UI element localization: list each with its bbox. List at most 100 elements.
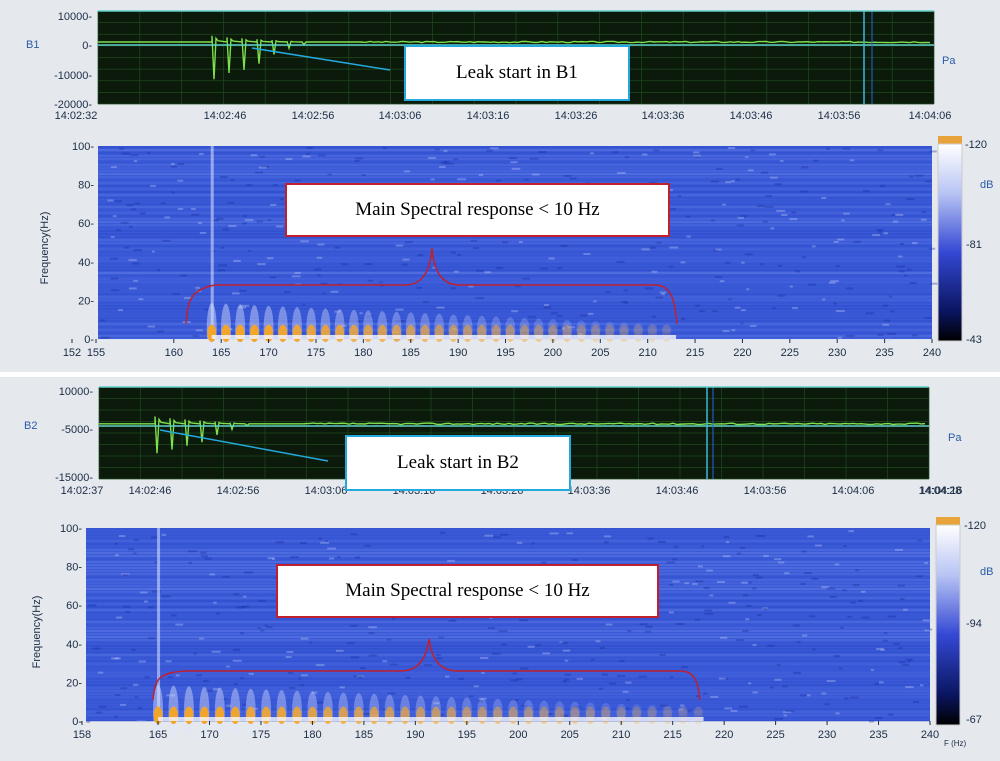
spectral-response-callout: Main Spectral response < 10 Hz [276,564,659,618]
x-unit-label: F (Hz) [944,739,967,748]
x-tick-label: 210 [639,347,657,359]
x-tick-label: 14:02:32 [55,110,98,122]
response-mark [292,706,302,725]
response-mark [519,324,529,343]
response-mark [491,324,501,343]
x-tick-label: 215 [664,729,682,741]
response-mark [591,324,601,343]
response-mark [570,706,580,725]
x-tick-label: 14:03:46 [730,110,773,122]
response-mark [354,706,364,725]
response-mark [505,324,515,343]
y-tick-label: 100- [72,141,94,153]
x-tick-label: 14:03:46 [656,485,699,497]
x-tick-label: 220 [733,347,751,359]
x-tick-label: 240 [921,729,939,741]
response-mark [184,706,194,725]
response-mark [619,324,629,343]
response-mark [385,706,395,725]
spectrogram-plot-area [98,146,932,339]
response-mark [562,324,572,343]
response-mark [431,706,441,725]
colorbar [937,143,963,342]
colorbar-cap [938,136,962,144]
colorbar-mid-label: -94 [966,618,982,630]
x-tick-label: 14:03:36 [568,485,611,497]
panel-b2: B2 Pa 10000- -5000- -15000- 14:02:37 14:02:… [0,377,1000,761]
y-tick-label: 20- [78,295,94,307]
x-tick-label: 14:03:26 [555,110,598,122]
x-tick-label: 14:03:36 [642,110,685,122]
colorbar-bottom-label: -43 [966,334,982,346]
response-mark [207,324,217,343]
response-mark [230,706,240,725]
spectral-response-callout: Main Spectral response < 10 Hz [285,183,670,237]
response-mark [369,706,379,725]
waveform-series-line [98,35,931,80]
x-tick-label: 220 [715,729,733,741]
unit-label: Pa [942,55,956,67]
y-tick-label: 20- [66,677,82,689]
y-tick-label: 0- [72,716,82,728]
x-tick-label: 14:04:16 [920,485,963,497]
x-tick-label: 14:02:56 [292,110,335,122]
response-mark [420,324,430,343]
x-tick-label: 14:04:06 [909,110,952,122]
response-mark [338,706,348,725]
x-tick-label: 14:03:06 [379,110,422,122]
x-tick-label: 158 [73,729,91,741]
response-mark [320,324,330,343]
x-tick-label: 160 [165,347,183,359]
x-tick-label: 155 [87,347,105,359]
colorbar-top-label: -120 [964,520,986,532]
x-tick-label: 14:03:06 [305,485,348,497]
y-tick-label: -10000- [54,70,92,82]
x-tick-label: 200 [544,347,562,359]
y-tick-label: 80- [78,180,94,192]
response-mark [662,324,672,343]
response-mark [477,706,487,725]
y-tick-label: 60- [78,218,94,230]
response-mark [601,706,611,725]
x-tick-label: 190 [406,729,424,741]
y-tick-label: -15000- [55,472,93,484]
response-mark [277,706,287,725]
response-mark [632,706,642,725]
x-tick-label: 235 [875,347,893,359]
x-tick-label: 152 [63,347,81,359]
x-tick-label: 14:02:56 [217,485,260,497]
x-tick-label: 14:03:16 [467,110,510,122]
response-mark [199,706,209,725]
spectrogram-plot-area [86,528,930,721]
response-mark [605,324,615,343]
response-mark [678,706,688,725]
x-tick-label: 205 [591,347,609,359]
x-tick-label: 14:03:56 [818,110,861,122]
y-tick-label: -5000- [61,424,93,436]
response-mark [392,324,402,343]
y-tick-label: 80- [66,562,82,574]
leak-start-callout: Leak start in B2 [345,435,571,491]
response-mark [306,324,316,343]
response-mark [377,324,387,343]
x-tick-label: 175 [307,347,325,359]
x-tick-label: 165 [212,347,230,359]
y-tick-label: 0- [82,40,92,52]
spectral-brace [152,638,701,701]
response-mark [215,706,225,725]
response-mark [554,706,564,725]
response-mark [235,324,245,343]
leak-pointer-line [251,47,391,71]
x-tick-label: 235 [869,729,887,741]
y-axis-title: Frequency(Hz) [31,596,43,669]
y-tick-label: 100- [60,523,82,535]
channel-label: B1 [26,39,39,51]
panel-divider [0,372,1000,377]
response-mark [448,324,458,343]
x-tick-label: 195 [496,347,514,359]
x-tick-label: 225 [766,729,784,741]
spectral-brace [185,247,678,325]
y-tick-label: 10000- [59,386,94,398]
channel-label: B2 [24,420,37,432]
response-mark [349,324,359,343]
